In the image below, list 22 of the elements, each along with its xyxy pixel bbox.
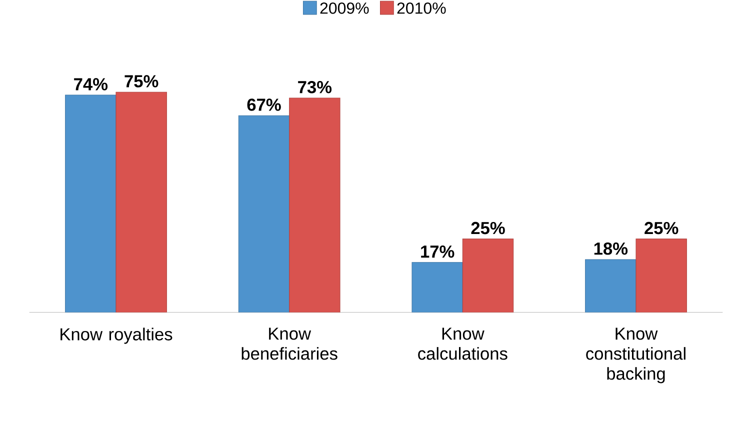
data-label: 25% [471,222,505,234]
bar [65,94,116,312]
data-label: 75% [124,75,158,88]
x-tick-label: Know beneficiaries [242,328,338,360]
legend-label: 2010% [397,2,446,14]
data-label: 25% [644,222,678,234]
bar [585,259,636,312]
x-tick-label: Know royalties [60,328,172,344]
data-label: 67% [247,98,281,111]
bar [462,238,514,312]
data-label: 73% [298,80,332,94]
x-tick-label: Know calculations [418,328,508,360]
bar [412,262,463,312]
legend-label: 2009% [320,2,369,14]
x-tick-label: Know constitutional backing [586,328,686,384]
data-label: 74% [74,78,108,90]
data-label: 17% [421,246,454,258]
bar [238,115,290,312]
bar [116,92,167,312]
bar [289,98,340,312]
bar [636,238,687,312]
data-label: 18% [594,242,628,255]
